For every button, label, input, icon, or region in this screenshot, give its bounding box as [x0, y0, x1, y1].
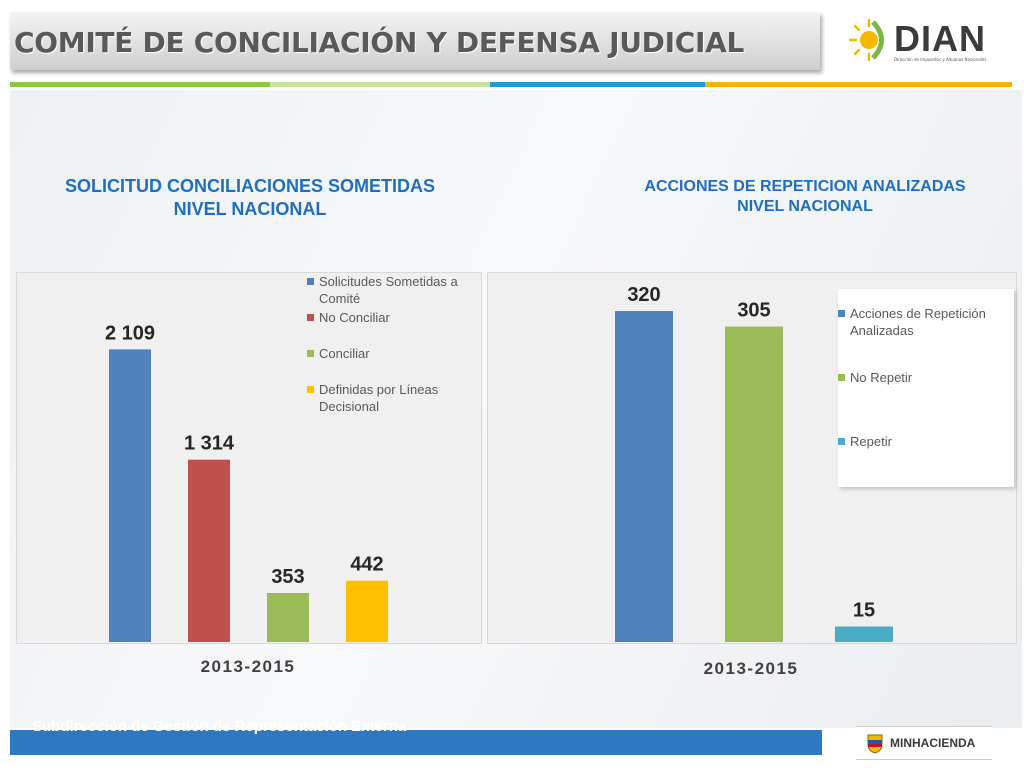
- chart2-data-label-3: 15: [853, 599, 875, 621]
- chart1-title: SOLICITUD CONCILIACIONES SOMETIDAS NIVEL…: [30, 175, 470, 220]
- chart2-legend-swatch-3: [838, 438, 845, 445]
- chart2-legend-item-1: Acciones de Repetición Analizadas: [838, 305, 1014, 339]
- chart2-legend-label-3: Repetir: [850, 434, 892, 449]
- chart2-legend-label-2: No Repetir: [850, 370, 913, 385]
- chart1-data-label-3: 353: [271, 566, 304, 588]
- chart1-bar-3: [267, 593, 309, 642]
- chart1-plot: 2 109 1 314 353 442 Solicitudes Sometidas a…: [16, 272, 482, 644]
- coat-of-arms-icon: [867, 734, 883, 754]
- chart1-legend-label-3: Conciliar: [319, 346, 370, 361]
- chart1-svg: 2 109 1 314 353 442: [105, 322, 388, 642]
- chart1-bar-2: [188, 459, 230, 642]
- chart1-legend-swatch-1: [307, 278, 314, 285]
- stripe-lightgreen: [270, 82, 490, 87]
- chart2-svg: 320 305 15: [615, 284, 893, 642]
- chart1-legend: Solicitudes Sometidas a Comité No Concili…: [307, 273, 477, 433]
- chart1-legend-swatch-2: [307, 314, 314, 321]
- chart1-title-line2: NIVEL NACIONAL: [173, 198, 327, 219]
- chart1-data-label-2: 1 314: [184, 433, 235, 455]
- chart1-legend-item-4: Definidas por Líneas Decisional: [307, 381, 477, 415]
- chart1-legend-item-2: No Conciliar: [307, 309, 477, 326]
- footer-text: Subdirección de Gestión de Representació…: [32, 718, 407, 735]
- chart2-bar-3: [835, 626, 893, 642]
- sun-logo-icon: [848, 18, 884, 62]
- chart2-title-line1: ACCIONES DE REPETICION ANALIZADAS: [644, 178, 966, 195]
- chart1-legend-label-4: Definidas por Líneas Decisional: [319, 382, 439, 414]
- chart1-legend-label-1: Solicitudes Sometidas a Comité: [319, 274, 458, 306]
- logo-subtitle: Dirección de Impuestos y Aduanas Naciona…: [894, 57, 987, 62]
- minhacienda-logo: MINHACIENDA: [856, 726, 992, 760]
- logo-text: DIAN: [894, 18, 986, 59]
- chart1-legend-item-1: Solicitudes Sometidas a Comité: [307, 273, 477, 307]
- chart1-legend-label-2: No Conciliar: [319, 310, 390, 325]
- chart2-legend-swatch-2: [838, 374, 845, 381]
- title-bar: COMITÉ DE CONCILIACIÓN Y DEFENSA JUDICIA…: [10, 12, 820, 70]
- chart2-data-label-2: 305: [737, 300, 770, 322]
- stripe-blue: [490, 82, 705, 87]
- chart2-legend-item-3: Repetir: [838, 433, 1014, 450]
- chart1-legend-swatch-3: [307, 350, 314, 357]
- chart2-legend-item-2: No Repetir: [838, 369, 1014, 386]
- footer-bar: Subdirección de Gestión de Representació…: [10, 718, 822, 755]
- chart1-data-label-1: 2 109: [105, 322, 155, 344]
- stripe-green: [10, 82, 270, 87]
- chart2-legend-swatch-1: [838, 310, 845, 317]
- chart1-legend-item-3: Conciliar: [307, 345, 477, 362]
- chart1-xlabel: 2013-2015: [200, 657, 296, 676]
- chart1-data-label-4: 442: [350, 554, 383, 576]
- chart2-title: ACCIONES DE REPETICION ANALIZADAS NIVEL …: [590, 177, 1020, 217]
- chart2-legend: Acciones de Repetición Analizadas No Repe…: [838, 289, 1014, 487]
- chart2-xlabel: 2013-2015: [703, 659, 799, 678]
- page-title: COMITÉ DE CONCILIACIÓN Y DEFENSA JUDICIA…: [14, 26, 745, 59]
- chart1-bar-1: [109, 349, 151, 642]
- chart2-bar-2: [725, 326, 783, 642]
- chart2-title-line2: NIVEL NACIONAL: [737, 198, 873, 215]
- chart2-data-label-1: 320: [627, 284, 660, 306]
- chart1-title-line1: SOLICITUD CONCILIACIONES SOMETIDAS: [64, 176, 435, 196]
- stripe-yellow: [705, 82, 1012, 87]
- chart2-legend-label-1: Acciones de Repetición Analizadas: [850, 306, 986, 338]
- chart1-legend-swatch-4: [307, 386, 314, 393]
- chart2-plot: 320 305 15 Acciones de Repetición Analizad…: [487, 272, 1017, 644]
- ministry-label: MINHACIENDA: [890, 736, 976, 750]
- dian-logo: DIAN Dirección de Impuestos y Aduanas Na…: [846, 14, 996, 66]
- chart1-bar-4: [346, 580, 388, 642]
- chart2-bar-1: [615, 311, 673, 642]
